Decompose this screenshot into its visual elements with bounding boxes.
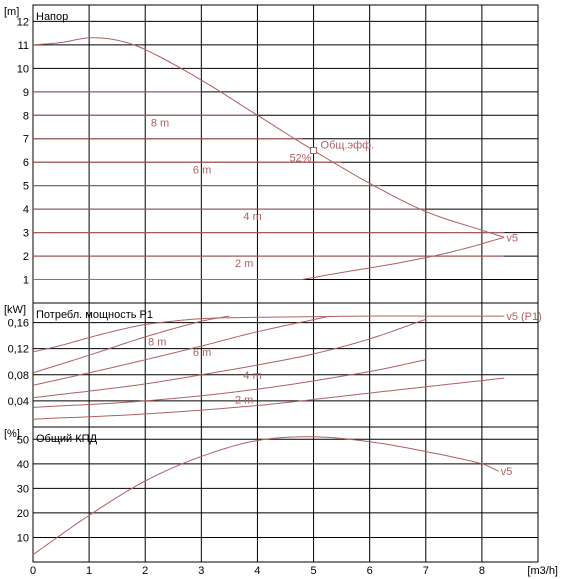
plot-frame xyxy=(32,4,539,304)
curve-label: 2 m xyxy=(235,395,253,407)
y-tick-label: 3 xyxy=(23,228,29,240)
panel-title: Потребл. мощность P1 xyxy=(36,309,153,321)
panel-title: Напор xyxy=(36,11,68,23)
y-tick-label: 30 xyxy=(17,483,29,495)
x-tick-label: 1 xyxy=(86,565,92,577)
curve-label: 8 m xyxy=(148,337,166,349)
y-tick-label: 0,08 xyxy=(8,370,29,382)
curve-label: 4 m xyxy=(243,211,261,223)
x-tick-label: 5 xyxy=(310,565,316,577)
y-tick-label: 0,16 xyxy=(8,318,29,330)
curve-label: 6 m xyxy=(193,347,211,359)
x-tick-label: 3 xyxy=(198,565,204,577)
y-tick-label: 40 xyxy=(17,459,29,471)
panel-title: Общий КПД xyxy=(36,433,98,445)
y-tick-label: 6 xyxy=(23,157,29,169)
y-tick-label: 4 xyxy=(23,204,29,216)
series-line xyxy=(32,359,426,408)
y-unit-label: [kW] xyxy=(4,304,26,316)
plot-frame xyxy=(32,302,539,428)
x-tick-label: 4 xyxy=(254,565,260,577)
series-line xyxy=(32,315,331,386)
y-unit-label: [%] xyxy=(4,428,20,440)
y-tick-label: 11 xyxy=(18,40,29,52)
x-unit-label: [m3/h] xyxy=(527,565,558,577)
curve-label: 4 m xyxy=(243,370,261,382)
series-line xyxy=(32,37,505,238)
y-tick-label: 0,04 xyxy=(8,396,29,408)
y-tick-label: 2 xyxy=(23,251,29,263)
series-line xyxy=(302,236,505,280)
y-tick-label: 7 xyxy=(23,134,29,146)
series-label: v5 xyxy=(506,232,518,244)
series-line xyxy=(32,377,505,420)
x-axis: 0 1 2 3 4 5 6 7 8 [m3/h] xyxy=(30,565,558,577)
x-tick-label: 0 xyxy=(30,565,36,577)
curve-label: 6 m xyxy=(193,164,211,176)
curve-label: 2 m xyxy=(235,258,253,270)
y-tick-label: 0,12 xyxy=(8,344,29,356)
y-tick-label: 12 xyxy=(17,16,29,28)
x-tick-label: 8 xyxy=(479,565,485,577)
x-tick-label: 7 xyxy=(423,565,429,577)
y-unit-label: [m] xyxy=(4,6,19,18)
curve-label: 8 m xyxy=(151,117,169,129)
plot-frame xyxy=(32,426,539,563)
series-line xyxy=(32,318,426,399)
series-line xyxy=(32,436,499,556)
x-tick-label: 2 xyxy=(142,565,148,577)
efficiency-panel: 10 20 30 40 50[%] Общий КПД v5 xyxy=(4,426,539,563)
y-tick-label: 10 xyxy=(17,63,29,75)
operating-point-marker xyxy=(310,146,318,154)
series-line xyxy=(32,315,505,353)
y-tick-label: 8 xyxy=(23,110,29,122)
series-label: v5 (P1) xyxy=(506,311,541,323)
efficiency-value-label: 52% xyxy=(290,152,312,164)
y-tick-label: 1 xyxy=(23,275,29,287)
series-label: v5 xyxy=(501,466,513,478)
operating-point-label: Общ.эфф. xyxy=(321,139,375,151)
y-tick-label: 50 xyxy=(17,434,29,446)
y-tick-label: 20 xyxy=(17,508,29,520)
y-tick-label: 10 xyxy=(17,532,29,544)
power-panel: 0,04 0,08 0,12 0,16 [kW] Потребл. мощность P1… xyxy=(4,302,542,428)
y-tick-label: 9 xyxy=(23,87,29,99)
x-tick-label: 6 xyxy=(367,565,373,577)
y-tick-label: 5 xyxy=(23,181,29,193)
series-line xyxy=(32,315,230,374)
